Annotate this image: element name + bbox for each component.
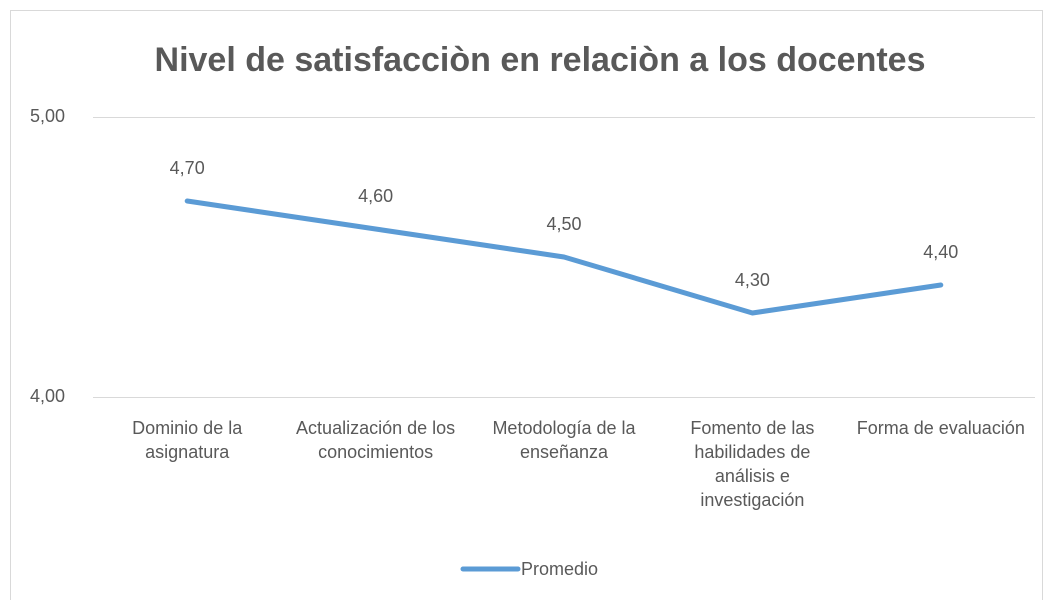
- data-label: 4,40: [923, 242, 958, 262]
- y-tick-label: 5,00: [30, 106, 65, 126]
- data-label: 4,30: [735, 270, 770, 290]
- y-tick-label: 4,00: [30, 386, 65, 406]
- legend-label: Promedio: [521, 559, 598, 579]
- x-tick-label: Dominio de la asignatura: [132, 418, 243, 462]
- x-tick-label: Actualización de los conocimientos: [296, 418, 456, 462]
- data-label: 4,60: [358, 186, 393, 206]
- chart-border: [10, 10, 1043, 600]
- chart-title: Nivel de satisfacciòn en relaciòn a los …: [155, 41, 926, 79]
- data-label: 4,50: [546, 214, 581, 234]
- data-label: 4,70: [170, 158, 205, 178]
- x-tick-label: Metodología de la enseñanza: [492, 418, 636, 462]
- x-tick-label: Forma de evaluación: [856, 418, 1025, 438]
- series-line: [184, 198, 944, 316]
- x-tick-label: Fomento de las habilidades de análisis e…: [690, 418, 815, 510]
